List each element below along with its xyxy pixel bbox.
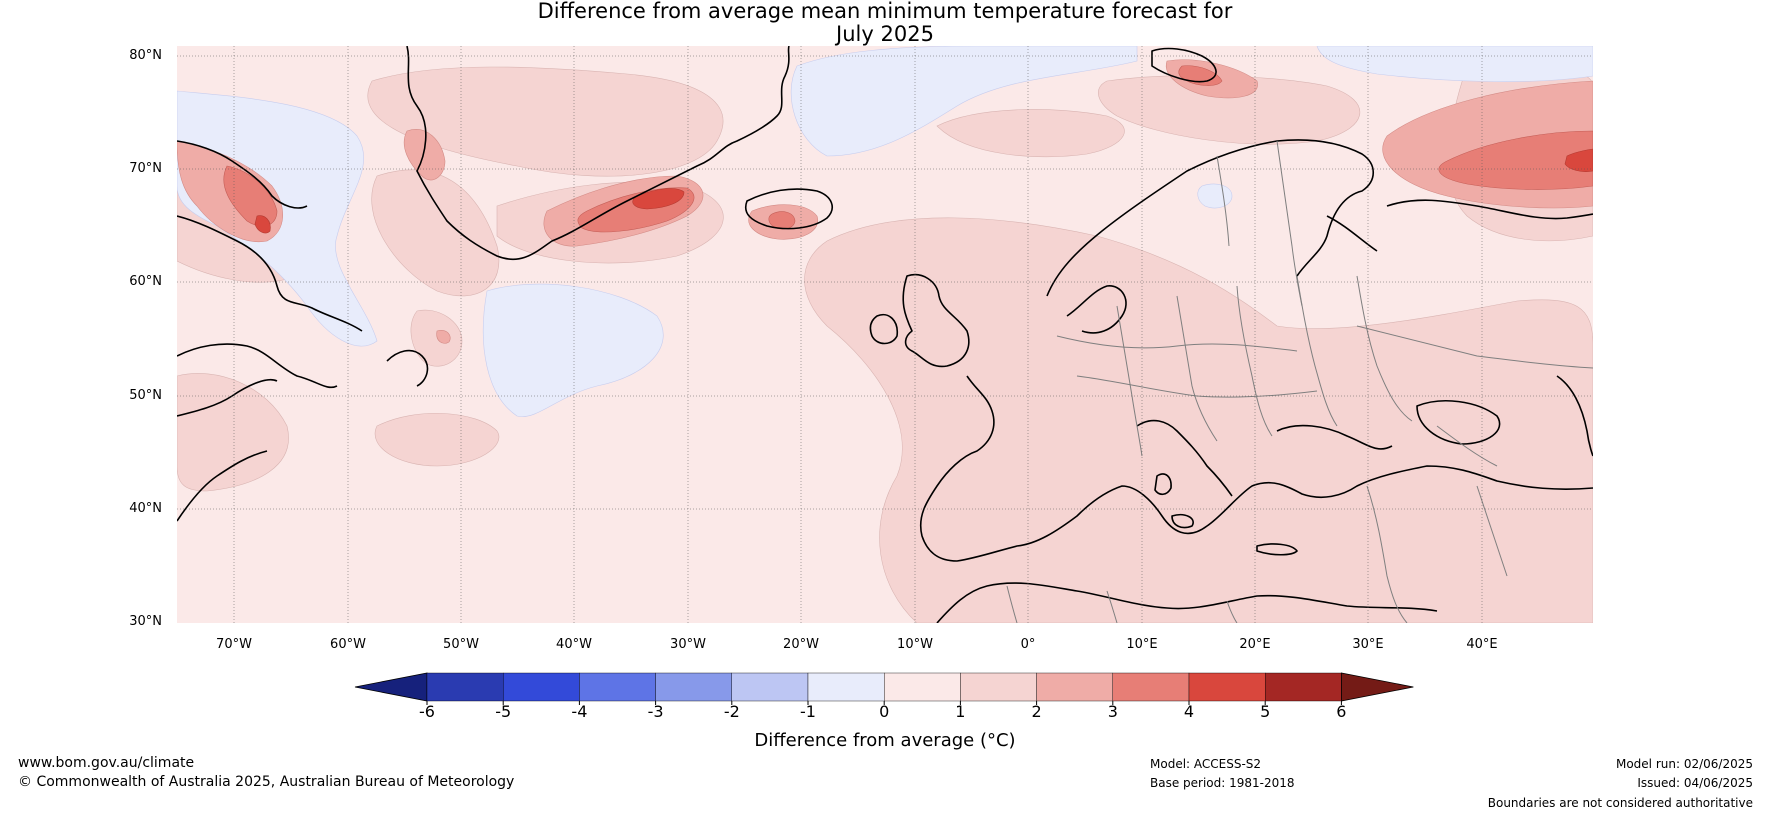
colorbar-tick-label: -6 bbox=[419, 702, 435, 721]
footer-website: www.bom.gov.au/climate bbox=[18, 755, 195, 771]
colorbar-tick-label: 2 bbox=[1032, 702, 1042, 721]
lon-label-10w: 10°W bbox=[897, 637, 933, 652]
lat-label-40n: 40°N bbox=[129, 501, 162, 516]
colorbar-tick-label: 1 bbox=[955, 702, 965, 721]
colorbar-tick-label: -1 bbox=[800, 702, 816, 721]
colorbar-title: Difference from average (°C) bbox=[754, 730, 1016, 751]
colorbar-segment bbox=[884, 672, 961, 702]
colorbar-segment bbox=[960, 672, 1037, 702]
lon-label-0: 0° bbox=[1020, 637, 1036, 652]
lat-label-50n: 50°N bbox=[129, 388, 162, 403]
colorbar-tick-label: -3 bbox=[648, 702, 664, 721]
footer-issued: Issued: 04/06/2025 bbox=[1637, 776, 1753, 790]
country-borders bbox=[1006, 140, 1593, 623]
colorbar-segment bbox=[426, 672, 504, 702]
lon-label-60w: 60°W bbox=[330, 637, 366, 652]
colorbar-segment bbox=[579, 672, 656, 702]
colorbar-tick-label: -4 bbox=[571, 702, 587, 721]
colorbar-segments bbox=[354, 672, 1414, 702]
colorbar-tick-label: 4 bbox=[1184, 702, 1194, 721]
footer-disclaimer: Boundaries are not considered authoritat… bbox=[1487, 796, 1753, 810]
lon-label-20w: 20°W bbox=[783, 637, 819, 652]
footer-model-run: Model run: 02/06/2025 bbox=[1615, 757, 1753, 771]
lon-label-20e: 20°E bbox=[1239, 637, 1271, 652]
forecast-map bbox=[177, 46, 1593, 623]
lon-label-70w: 70°W bbox=[216, 637, 252, 652]
colorbar-tick-label: 0 bbox=[879, 702, 889, 721]
lon-label-40e: 40°E bbox=[1466, 637, 1498, 652]
colorbar-ticks: -6 -5 -4 -3 -2 -1 0 1 2 3 4 5 6 bbox=[419, 701, 1346, 721]
colorbar-segment bbox=[731, 672, 809, 702]
colorbar-segment bbox=[655, 672, 732, 702]
title-line-2: July 2025 bbox=[836, 22, 934, 46]
colorbar-segment bbox=[1264, 672, 1342, 702]
title-line-1: Difference from average mean minimum tem… bbox=[537, 0, 1233, 23]
chart-title: Difference from average mean minimum tem… bbox=[185, 0, 1585, 46]
colorbar-segment bbox=[1036, 672, 1113, 702]
lon-label-50w: 50°W bbox=[443, 637, 479, 652]
colorbar-tick-label: -5 bbox=[495, 702, 511, 721]
footer-model: Model: ACCESS-S2 bbox=[1150, 757, 1262, 771]
lat-label-30n: 30°N bbox=[129, 614, 162, 629]
colorbar-extension-low bbox=[354, 672, 428, 702]
anomaly-zone-4-5 bbox=[254, 148, 1593, 234]
colorbar-tick-label: -2 bbox=[724, 702, 740, 721]
footer-copyright: © Commonwealth of Australia 2025, Austra… bbox=[18, 774, 515, 790]
lat-label-60n: 60°N bbox=[129, 274, 162, 289]
lon-label-40w: 40°W bbox=[556, 637, 592, 652]
lon-label-30e: 30°E bbox=[1352, 637, 1384, 652]
lon-label-10e: 10°E bbox=[1126, 637, 1158, 652]
coastlines bbox=[177, 46, 1593, 623]
colorbar-segment bbox=[807, 672, 885, 702]
lat-label-80n: 80°N bbox=[129, 48, 162, 63]
footer-base-period: Base period: 1981-2018 bbox=[1150, 776, 1295, 790]
colorbar-segment bbox=[503, 672, 580, 702]
graticule bbox=[177, 46, 1593, 623]
colorbar-extension-high bbox=[1341, 672, 1414, 702]
colorbar-tick-label: 6 bbox=[1336, 702, 1346, 721]
colorbar-segment bbox=[1188, 672, 1266, 702]
colorbar: -6 -5 -4 -3 -2 -1 0 1 2 3 4 5 6 bbox=[354, 672, 1414, 721]
colorbar-tick-label: 3 bbox=[1108, 702, 1118, 721]
colorbar-segment bbox=[1112, 672, 1190, 702]
lon-label-30w: 30°W bbox=[670, 637, 706, 652]
colorbar-tick-label: 5 bbox=[1260, 702, 1270, 721]
lat-label-70n: 70°N bbox=[129, 161, 162, 176]
